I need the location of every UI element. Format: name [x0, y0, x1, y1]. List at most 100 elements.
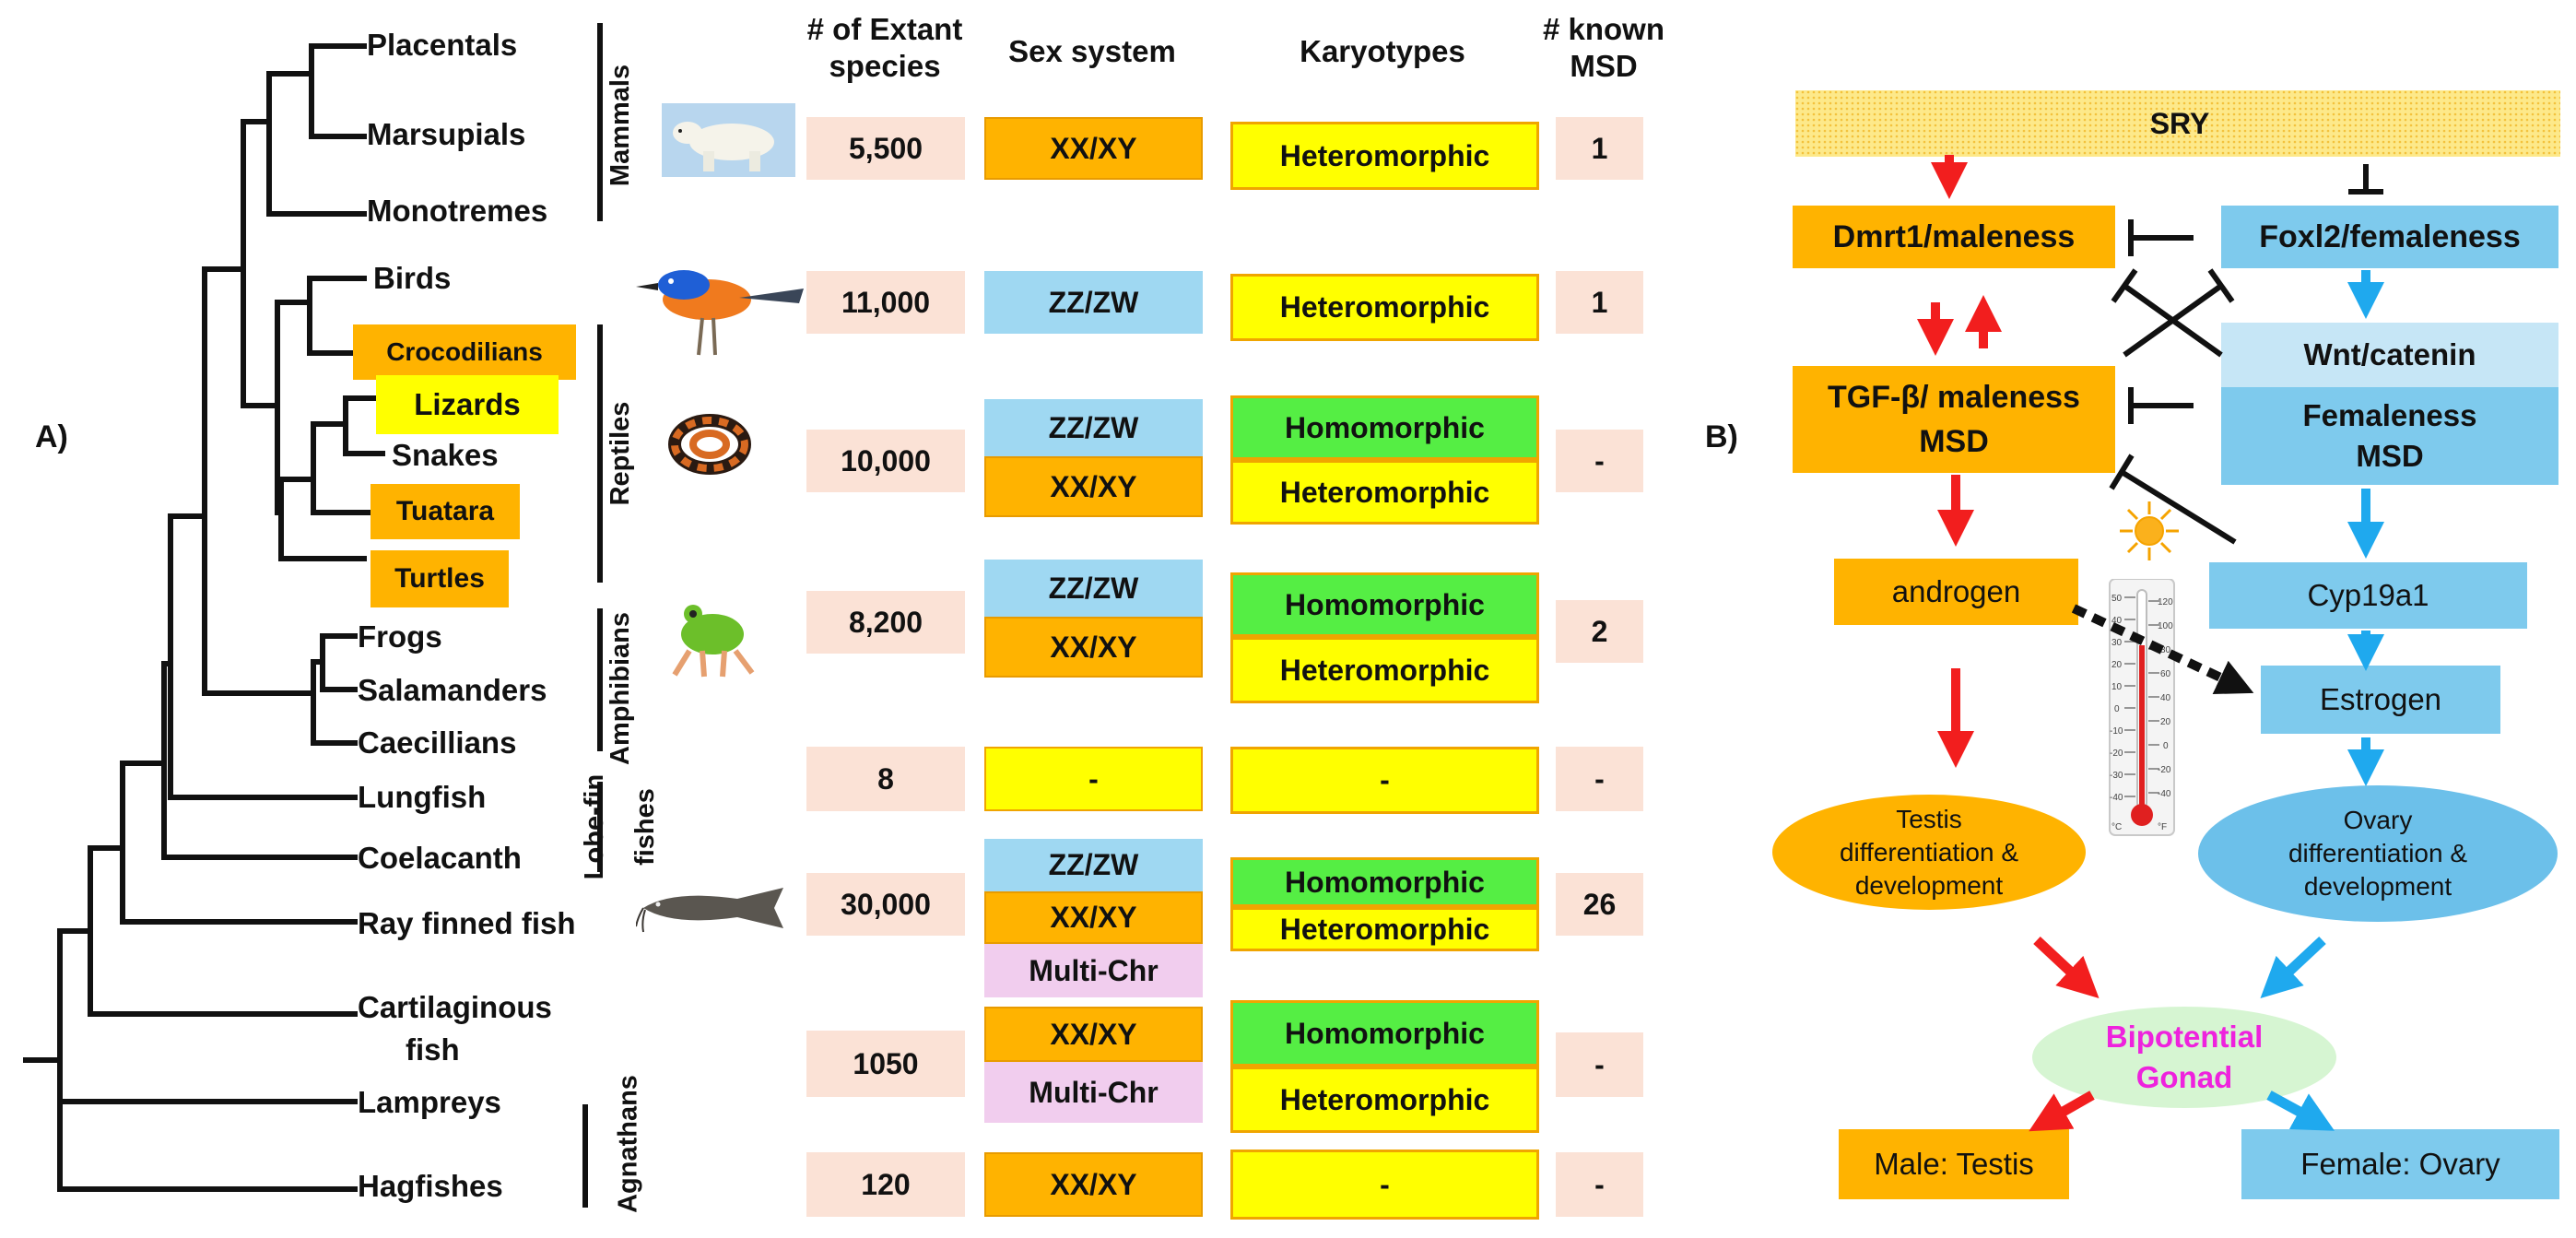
thermo-tick-f-7: -20 [2158, 765, 2171, 775]
box-wnt: Wnt/catenin [2221, 323, 2558, 387]
species-mammals: 5,500 [806, 117, 965, 180]
arrow-gonad-female [2266, 1091, 2335, 1131]
sex-reptiles-2: XX/XY [984, 456, 1203, 517]
sry-band [1795, 90, 2560, 157]
taxon-turtles: Turtles [371, 550, 509, 607]
taxon-cartilaginous-2: fish [406, 1032, 460, 1067]
karyo-reptiles-1: Homomorphic [1230, 395, 1539, 460]
header-species-line2: species [829, 49, 941, 83]
box-cyp19a1: Cyp19a1 [2209, 562, 2527, 629]
karyo-cartilaginous-2: Heteromorphic [1230, 1067, 1539, 1133]
group-bar-agnathans [582, 1104, 588, 1208]
inhibit-sry-foxl2 [2348, 164, 2383, 195]
ellipse-bipotential-gonad: Bipotential Gonad [2032, 1007, 2336, 1108]
sex-amphibians-2: XX/XY [984, 617, 1203, 678]
taxon-monotremes: Monotremes [367, 194, 548, 228]
thermo-tick-c-5: 0 [2114, 704, 2120, 714]
taxon-lampreys: Lampreys [358, 1085, 501, 1119]
group-label-lobefin-2: fishes [630, 788, 660, 866]
karyo-birds-1: Heteromorphic [1230, 274, 1539, 341]
taxon-birds: Birds [373, 261, 452, 295]
sex-cartilaginous-1: XX/XY [984, 1007, 1203, 1062]
taxon-crocodilians: Crocodilians [353, 324, 576, 380]
thermo-tick-f-8: -40 [2158, 789, 2171, 799]
species-reptiles: 10,000 [806, 430, 965, 492]
karyo-rayfinned-2: Heteromorphic [1230, 907, 1539, 951]
taxon-cartilaginous-1: Cartilaginous [358, 990, 552, 1024]
testis-line2: differentiation & [1839, 837, 2019, 867]
inhibit-cross-2 [2123, 268, 2235, 358]
sex-hagfish-1: XX/XY [984, 1152, 1203, 1217]
testis-line1: Testis [1896, 804, 1962, 833]
taxon-salamanders: Salamanders [358, 673, 547, 707]
inhibit-femmsd-tgf [2128, 387, 2194, 424]
header-msd-line1: # known [1542, 12, 1665, 46]
arrow-androgen-estrogen [2071, 604, 2254, 694]
taxon-coelacanth: Coelacanth [358, 841, 522, 875]
sex-rayfinned-3: Multi-Chr [984, 944, 1203, 997]
sex-mammals-1: XX/XY [984, 117, 1203, 180]
frog-image [672, 605, 755, 678]
thermo-tick-f-2: 80 [2160, 645, 2171, 655]
species-rayfinned: 30,000 [806, 873, 965, 936]
box-dmrt1: Dmrt1/maleness [1793, 206, 2115, 268]
tgf-line2: MSD [1919, 424, 1989, 459]
sex-birds-1: ZZ/ZW [984, 271, 1203, 334]
sex-lobefin-1: - [984, 747, 1203, 811]
msd-amphibians: 2 [1556, 600, 1643, 663]
taxon-marsupials: Marsupials [367, 117, 526, 151]
inhibit-foxl2-dmrt1 [2128, 219, 2194, 256]
sex-rayfinned-1: ZZ/ZW [984, 839, 1203, 891]
femaleness-msd-line1: Femaleness [2302, 398, 2477, 432]
thermo-unit-c: °C [2111, 822, 2122, 832]
group-label-lobefin: Lobe-fin fishes [570, 767, 671, 887]
header-karyotypes: Karyotypes [1300, 34, 1465, 68]
ovary-line3: development [2303, 872, 2452, 901]
msd-reptiles: - [1556, 430, 1643, 492]
taxon-tuatara: Tuatara [371, 484, 520, 539]
thermo-tick-c-6: -10 [2110, 726, 2123, 737]
arrow-gonad-male [2029, 1091, 2095, 1132]
taxon-placentals: Placentals [367, 28, 518, 62]
group-label-mammals: Mammals [606, 64, 635, 187]
sex-reptiles-1: ZZ/ZW [984, 399, 1203, 456]
taxon-hagfishes: Hagfishes [358, 1169, 503, 1203]
bird-image [636, 270, 804, 356]
taxon-frogs: Frogs [358, 619, 442, 654]
group-label-lobefin-1: Lobe-fin [580, 773, 609, 880]
thermo-tick-f-5: 20 [2160, 717, 2171, 727]
thermo-tick-f-0: 120 [2158, 597, 2173, 607]
taxon-caecillians: Caecillians [358, 725, 517, 760]
panel-label-b: B) [1705, 419, 1738, 454]
arrow-testis-gonad [2033, 936, 2100, 999]
box-estrogen: Estrogen [2261, 666, 2500, 734]
karyo-reptiles-2: Heteromorphic [1230, 460, 1539, 525]
box-female-ovary: Female: Ovary [2241, 1129, 2559, 1199]
thermo-tick-c-7: -20 [2110, 749, 2123, 759]
sry-label: SRY [2149, 106, 2210, 140]
species-birds: 11,000 [806, 271, 965, 334]
msd-hagfish: - [1556, 1152, 1643, 1217]
sex-cartilaginous-2: Multi-Chr [984, 1062, 1203, 1123]
taxon-ray-finned: Ray finned fish [358, 906, 576, 940]
karyo-lobefin-1: - [1230, 747, 1539, 814]
msd-birds: 1 [1556, 271, 1643, 334]
polar-bear-image [662, 103, 795, 177]
pathway-connectors: estrogen (dotted) --> [1917, 155, 2384, 1132]
species-lobefin: 8 [806, 747, 965, 811]
species-hagfish: 120 [806, 1152, 965, 1217]
group-bar-lobefin [597, 782, 603, 872]
sex-amphibians-1: ZZ/ZW [984, 560, 1203, 617]
taxon-snakes: Snakes [392, 438, 499, 472]
karyo-amphibians-2: Heteromorphic [1230, 637, 1539, 703]
header-sex-system: Sex system [1008, 34, 1176, 68]
header-species: # of Extant species [774, 11, 995, 85]
taxon-lungfish: Lungfish [358, 780, 487, 814]
box-femaleness-msd: Femaleness MSD [2221, 387, 2558, 485]
box-androgen: androgen [1834, 559, 2078, 625]
taxon-lizards: Lizards [376, 375, 559, 434]
gonad-line1: Bipotential [2105, 1020, 2264, 1054]
thermo-tick-c-9: -40 [2110, 793, 2123, 803]
tgf-line1: TGF-β/ maleness [1828, 380, 2080, 415]
